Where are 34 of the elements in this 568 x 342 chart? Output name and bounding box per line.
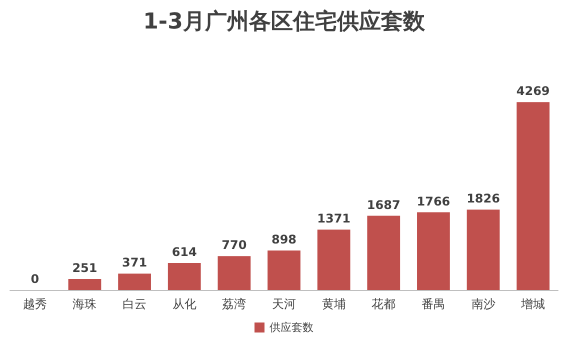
data-label: 1371 <box>317 212 351 226</box>
x-tick-label: 黄埔 <box>322 297 346 311</box>
data-label: 770 <box>222 238 247 252</box>
data-label: 1687 <box>366 198 400 212</box>
data-label: 371 <box>122 256 148 270</box>
bar <box>218 256 251 290</box>
data-label: 1766 <box>416 194 450 208</box>
x-tick-label: 增城 <box>520 297 546 311</box>
x-tick-label: 越秀 <box>22 297 47 311</box>
x-tick-label: 白云 <box>122 297 147 311</box>
bar <box>118 274 151 290</box>
data-label: 251 <box>72 260 98 275</box>
chart-title: 1-3月广州各区住宅供应套数 <box>143 8 426 34</box>
data-label: 614 <box>172 244 197 259</box>
bar <box>516 102 550 290</box>
bar <box>317 230 350 290</box>
data-label: 898 <box>271 232 297 246</box>
x-tick-label: 南沙 <box>471 297 496 311</box>
data-label: 0 <box>30 272 40 286</box>
bar <box>268 250 300 290</box>
x-tick-label: 荔湾 <box>222 297 246 311</box>
legend-label: 供应套数 <box>270 321 314 334</box>
x-tick-label: 海珠 <box>72 297 97 311</box>
data-label: 1826 <box>466 192 500 206</box>
bar <box>168 262 201 290</box>
x-tick-label: 天河 <box>272 297 296 311</box>
data-label: 4269 <box>516 84 550 98</box>
bar <box>367 216 400 290</box>
bar <box>466 210 500 290</box>
x-tick-label: 从化 <box>172 297 196 311</box>
x-tick-label: 花都 <box>372 297 396 311</box>
bar <box>68 278 102 290</box>
bar <box>417 212 450 290</box>
x-tick-label: 番禺 <box>421 297 446 311</box>
